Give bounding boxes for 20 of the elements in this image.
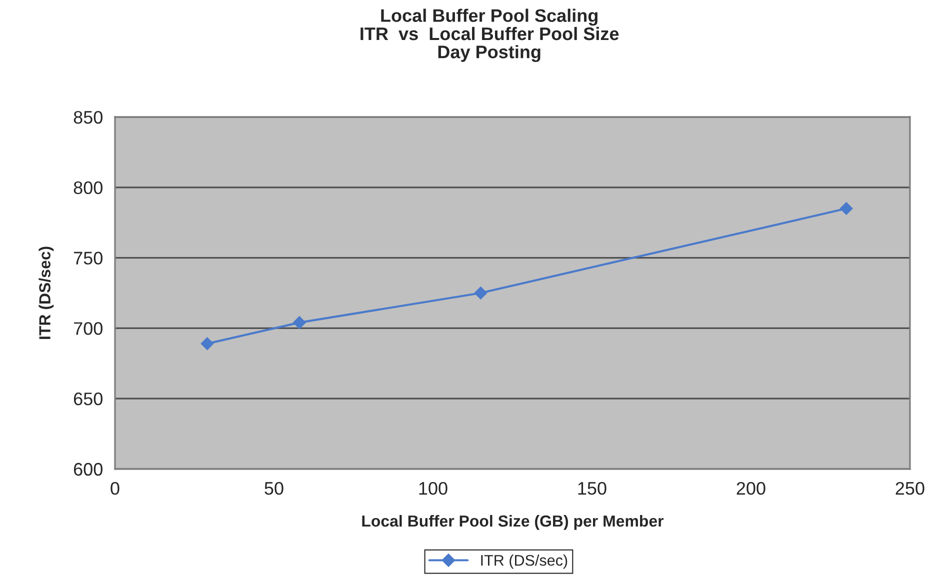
y-tick-label: 650 bbox=[74, 392, 102, 406]
legend-label: ITR (DS/sec) bbox=[481, 554, 568, 569]
x-tick-label: 250 bbox=[896, 482, 924, 495]
point bbox=[293, 316, 306, 329]
point bbox=[474, 286, 488, 300]
x-tick-label: 150 bbox=[578, 482, 606, 495]
y-tick-label: 850 bbox=[74, 110, 102, 124]
x-tick-label: 50 bbox=[264, 482, 284, 495]
point bbox=[200, 337, 214, 350]
y-tick-label: 600 bbox=[74, 462, 102, 476]
x-tick-label: 100 bbox=[419, 482, 448, 495]
point bbox=[840, 202, 853, 215]
x-axis-title: Local Buffer Pool Size (GB) per Member bbox=[362, 514, 664, 530]
chart-title: Local Buffer Pool Scaling ITR vs Local Buffer Pool Size Day Posting bbox=[360, 8, 619, 62]
x-tick-label: 0 bbox=[110, 482, 120, 495]
y-tick-label: 700 bbox=[74, 322, 102, 335]
y-tick-label: 750 bbox=[74, 252, 102, 265]
y-tick-label: 800 bbox=[74, 181, 102, 194]
x-tick-label: 200 bbox=[736, 482, 766, 495]
y-axis-title: ITR (DS/sec) bbox=[38, 246, 54, 339]
